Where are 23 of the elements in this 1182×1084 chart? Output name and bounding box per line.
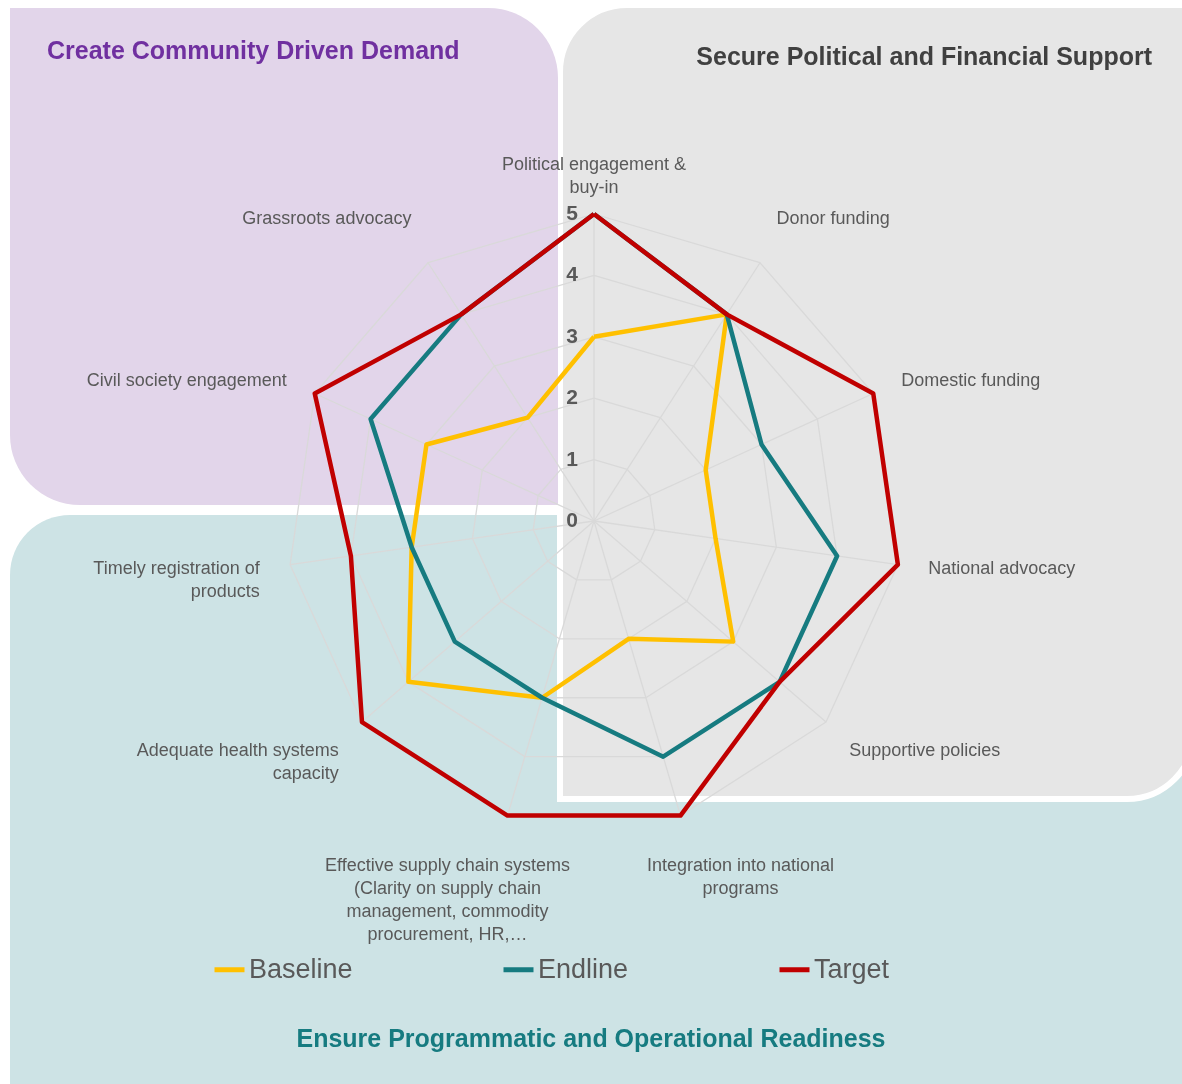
text: Ensure Programmatic and Operational Readiness: [295, 1024, 887, 1053]
spoke-label: Domestic funding: [901, 369, 1041, 390]
spoke-label: Supportive policies: [849, 740, 1001, 761]
y-tick-label: 2: [566, 385, 578, 409]
spoke-label: National advocacy: [928, 558, 1076, 579]
y-tick-label: 0: [566, 508, 578, 531]
legend-label: Target: [814, 953, 890, 984]
spoke-label: Adequate health systems capacity: [136, 740, 339, 784]
spoke-label: Integration into national programs: [646, 854, 835, 898]
spoke-label: Grassroots advocacy: [242, 207, 412, 228]
text: Secure Political and Financial Support: [696, 42, 1152, 71]
y-tick-label: 1: [566, 446, 579, 470]
spoke-label: Timely registration of products: [93, 558, 261, 602]
y-tick-label: 3: [566, 323, 578, 347]
spoke-label: Political engagement & buy-in: [501, 154, 687, 198]
spoke-label: Effective supply chain systems (Clarity on supply chain management, commodity procurement, HR,…: [325, 854, 570, 944]
spoke-label: Donor funding: [776, 207, 890, 228]
y-tick-label: 5: [566, 201, 579, 224]
y-tick-label: 4: [566, 262, 579, 286]
spoke-label: Civil society engagement: [86, 369, 287, 390]
legend-label: Endline: [538, 953, 629, 984]
text: Create Community Driven Demand: [47, 36, 460, 65]
legend-label: Baseline: [249, 953, 353, 984]
